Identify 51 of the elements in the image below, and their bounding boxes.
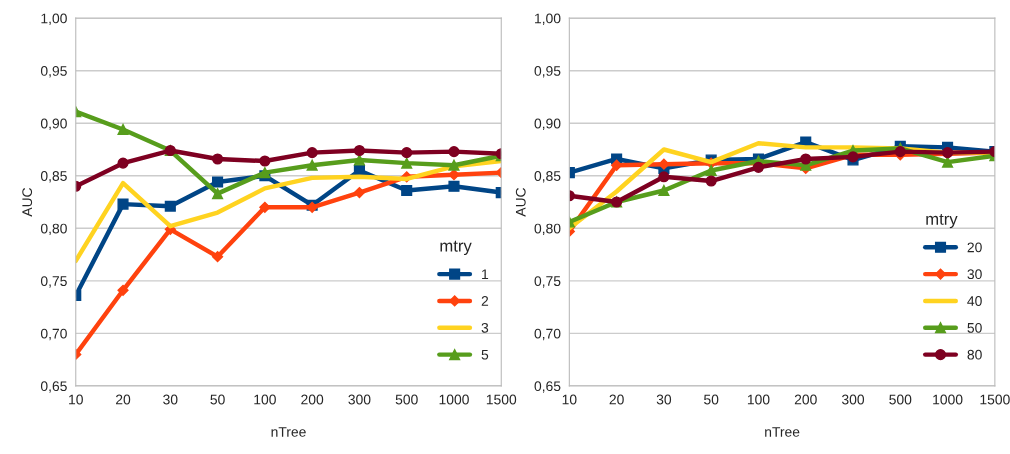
x-tick-label: 10: [562, 394, 577, 405]
x-tick-label: 300: [841, 394, 865, 405]
x-tick-label: 50: [704, 394, 719, 405]
legend-label: 2: [481, 296, 489, 306]
legend-label: 3: [481, 322, 489, 333]
x-tick-label: 1500: [486, 394, 517, 405]
x-tick-label: 20: [609, 394, 624, 405]
y-tick-label: 0,75: [40, 276, 67, 288]
legend-title: mtry: [926, 213, 958, 229]
legend-label: 50: [967, 322, 982, 333]
x-tick-label: 1000: [439, 394, 469, 405]
y-tick-label: 0,85: [534, 171, 561, 183]
x-tick-label: 500: [395, 394, 418, 405]
legend-title: mtry: [440, 240, 472, 256]
x-tick-label: 30: [656, 394, 672, 405]
x-tick-label: 100: [254, 394, 276, 405]
x-tick-label: 1500: [980, 394, 1010, 405]
y-tick-label: 0,65: [40, 381, 67, 393]
y-tick-label: 0,65: [534, 381, 561, 393]
x-tick-label: 20: [116, 394, 131, 405]
y-tick-label: 0,80: [40, 223, 67, 236]
x-axis-title: nTree: [765, 427, 800, 437]
x-tick-label: 200: [301, 394, 324, 405]
legend-label: 20: [967, 242, 982, 253]
y-tick-label: 0,85: [40, 171, 67, 183]
x-tick-label: 30: [163, 394, 178, 405]
legend-label: 80: [967, 349, 982, 360]
x-tick-label: 1000: [933, 394, 963, 405]
x-tick-label: 200: [794, 394, 817, 405]
x-tick-label: 300: [348, 394, 371, 405]
y-tick-label: 0,75: [534, 276, 561, 288]
y-axis-title: AUC: [515, 187, 526, 217]
legend-label: 40: [967, 296, 982, 306]
y-tick-label: 0,70: [534, 328, 561, 341]
x-tick-label: 500: [889, 394, 912, 405]
y-tick-label: 0,95: [40, 66, 67, 78]
y-tick-label: 0,90: [534, 118, 561, 131]
legend-label: 1: [482, 269, 489, 279]
y-tick-label: 0,95: [534, 66, 561, 78]
y-tick-label: 0,70: [40, 328, 67, 341]
y-tick-label: 0,90: [40, 118, 67, 131]
y-axis-title: AUC: [22, 187, 33, 217]
x-axis-title: nTree: [271, 427, 306, 437]
y-tick-label: 1,00: [41, 13, 67, 25]
legend-label: 30: [967, 269, 982, 280]
x-tick-label: 100: [747, 394, 770, 405]
y-tick-label: 0,80: [534, 223, 561, 236]
x-tick-label: 10: [69, 394, 83, 405]
y-tick-label: 1,00: [535, 13, 561, 25]
x-tick-label: 50: [210, 394, 225, 405]
legend-label: 5: [481, 349, 489, 360]
